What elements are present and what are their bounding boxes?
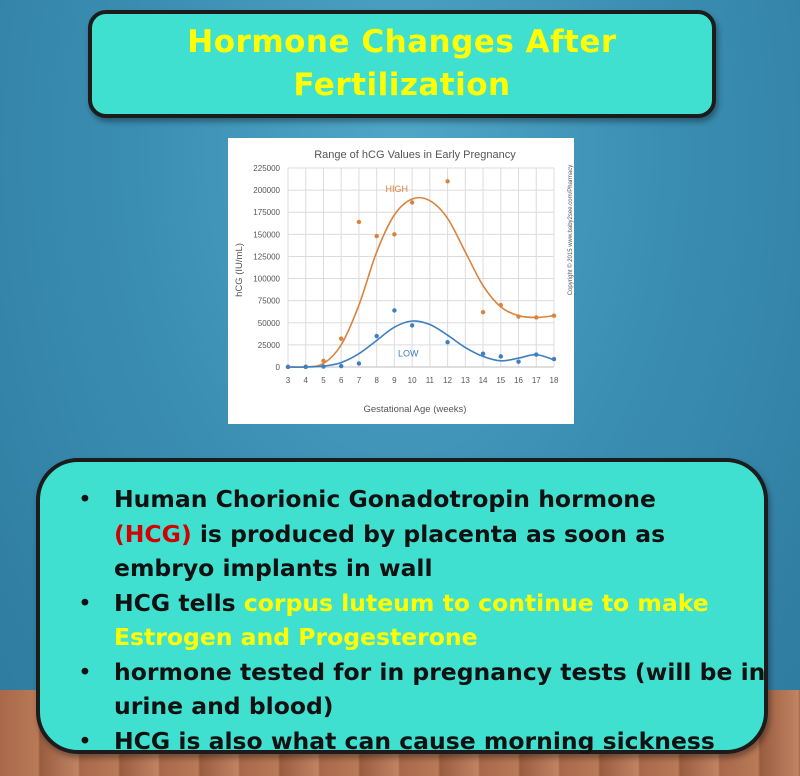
- data-point-low: [374, 333, 379, 339]
- bullet-2-highlight: corpus luteum to continue to make Estrog…: [114, 588, 709, 652]
- data-point-high: [374, 233, 379, 239]
- data-point-low: [392, 308, 397, 313]
- title-box: Hormone Changes After Fertilization: [88, 10, 716, 118]
- y-tick-label: 0: [276, 363, 281, 372]
- bullet-marker: •: [78, 485, 92, 513]
- hcg-chart-svg: Range of hCG Values in Early Pregnancy h…: [234, 149, 574, 415]
- data-point-low: [516, 359, 521, 364]
- x-tick-label: 7: [357, 376, 362, 385]
- x-axis-label: Gestational Age (weeks): [364, 404, 467, 415]
- bullet-1-text-b: is produced by placenta as soon as embry…: [114, 519, 666, 583]
- bullet-4-text: HCG is also what can cause morning sickn…: [114, 726, 715, 755]
- annotation-high: HIGH: [386, 184, 409, 194]
- data-point-low: [321, 364, 326, 369]
- y-axis-label: hCG (IU/mL): [234, 243, 245, 297]
- bullet-marker: •: [78, 588, 92, 617]
- annotation-low: LOW: [398, 348, 419, 358]
- data-point-low: [498, 354, 503, 359]
- copyright-note: Copyright © 2015 www.baby2see.com/Pharma…: [567, 165, 574, 295]
- data-point-low: [356, 361, 362, 366]
- x-tick-label: 10: [408, 376, 417, 385]
- data-point-low: [285, 364, 291, 370]
- y-tick-label: 175000: [253, 208, 280, 217]
- data-point-high: [356, 219, 362, 225]
- x-tick-label: 4: [304, 376, 309, 385]
- data-point-low: [339, 363, 344, 369]
- trend-line-high: [287, 196, 555, 369]
- data-point-high: [409, 200, 415, 205]
- chart-title: Range of hCG Values in Early Pregnancy: [314, 149, 516, 161]
- data-point-high: [534, 315, 539, 320]
- bullet-item-morning-sickness: • HCG is also what can cause morning sic…: [78, 724, 768, 759]
- data-point-high: [480, 309, 486, 315]
- bullet-box: [36, 458, 768, 754]
- y-tick-label: 25000: [258, 341, 281, 350]
- y-tick-label: 100000: [253, 275, 280, 284]
- bullet-item-pregnancy-tests: • hormone tested for in pregnancy tests …: [78, 655, 768, 724]
- y-tick-label: 150000: [253, 230, 280, 239]
- bullet-3-text: hormone tested for in pregnancy tests (w…: [114, 657, 766, 721]
- bullet-2-text-a: HCG tells: [114, 588, 244, 617]
- x-tick-label: 13: [461, 376, 470, 385]
- data-point-low: [445, 340, 450, 345]
- x-tick-label: 15: [496, 376, 505, 385]
- data-point-high: [551, 313, 557, 318]
- data-point-high: [339, 336, 344, 341]
- bullet-1-text-a: Human Chorionic Gonadotropin hormone: [114, 485, 656, 513]
- x-tick-label: 17: [532, 376, 541, 385]
- data-point-low: [551, 356, 557, 362]
- x-tick-label: 6: [339, 376, 344, 385]
- trend-line-low: [287, 320, 555, 368]
- data-point-high: [445, 179, 450, 184]
- x-tick-label: 18: [550, 376, 559, 385]
- data-point-low: [480, 351, 486, 356]
- y-tick-label: 225000: [253, 164, 280, 173]
- x-tick-label: 3: [286, 376, 291, 385]
- data-point-high: [392, 232, 397, 237]
- data-point-low: [534, 352, 539, 357]
- data-point-low: [409, 323, 415, 328]
- x-tick-label: 11: [426, 376, 435, 385]
- bullet-list: • Human Chorionic Gonadotropin hormone (…: [78, 482, 768, 758]
- title-line-1: Hormone Changes After: [187, 24, 617, 60]
- hcg-chart: Range of hCG Values in Early Pregnancy h…: [228, 138, 574, 424]
- y-tick-label: 200000: [253, 186, 280, 195]
- x-tick-label: 5: [321, 376, 326, 385]
- x-tick-label: 14: [479, 376, 488, 385]
- data-point-low: [303, 364, 308, 370]
- x-tick-label: 8: [374, 376, 379, 385]
- data-point-high: [516, 314, 521, 319]
- bullet-item-hcg-definition: • Human Chorionic Gonadotropin hormone (…: [78, 482, 768, 586]
- y-tick-label: 50000: [258, 319, 281, 328]
- title-line-2: Fertilization: [293, 67, 511, 103]
- y-tick-label: 75000: [258, 297, 281, 306]
- x-tick-label: 12: [443, 376, 452, 385]
- slide-title: Hormone Changes After Fertilization: [187, 21, 616, 107]
- y-tick-label: 125000: [253, 252, 280, 261]
- data-point-high: [498, 302, 503, 308]
- bullet-item-corpus-luteum: • HCG tells corpus luteum to continue to…: [78, 586, 768, 655]
- x-tick-label: 9: [392, 376, 397, 385]
- bullet-marker: •: [78, 657, 92, 686]
- x-tick-label: 16: [514, 376, 523, 385]
- data-point-high: [321, 358, 326, 364]
- bullet-1-highlight: (HCG): [114, 519, 192, 548]
- bullet-marker: •: [78, 726, 92, 755]
